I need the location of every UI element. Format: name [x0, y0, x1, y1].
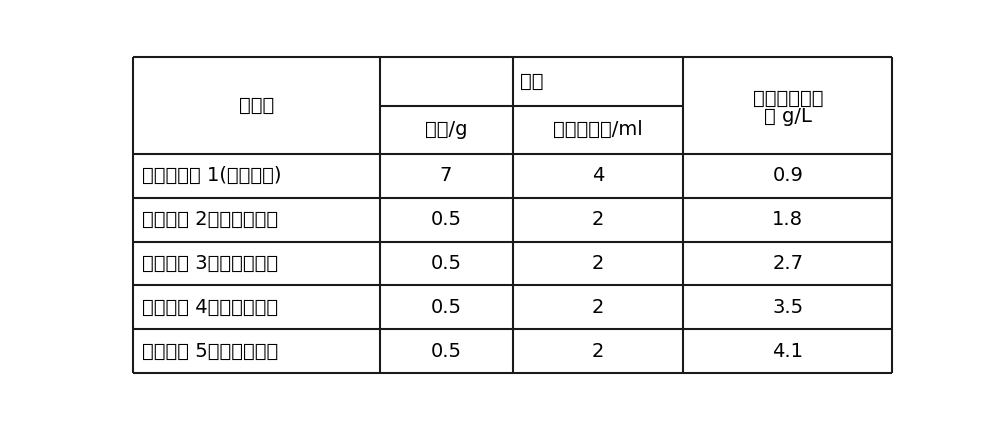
Text: 铁粉/g: 铁粉/g	[425, 120, 467, 139]
Text: 7: 7	[440, 166, 452, 185]
Text: 3.5: 3.5	[772, 298, 803, 317]
Text: 0.5: 0.5	[431, 254, 462, 273]
Text: 实施例: 实施例	[239, 96, 274, 115]
Text: 0.5: 0.5	[431, 210, 462, 229]
Text: 对比实施例 1(单次浸出): 对比实施例 1(单次浸出)	[142, 166, 282, 185]
Text: 原料: 原料	[520, 72, 543, 91]
Text: 浸出后镍的浓: 浸出后镍的浓	[753, 89, 823, 108]
Text: 2: 2	[592, 298, 604, 317]
Text: 4.1: 4.1	[772, 342, 803, 361]
Text: 2: 2	[592, 342, 604, 361]
Text: 0.9: 0.9	[772, 166, 803, 185]
Text: 1.8: 1.8	[772, 210, 803, 229]
Text: 2: 2	[592, 254, 604, 273]
Text: 2: 2	[592, 210, 604, 229]
Text: 对比实施 3（三次浸出）: 对比实施 3（三次浸出）	[142, 254, 278, 273]
Text: 对比实施 2（二次浸出）: 对比实施 2（二次浸出）	[142, 210, 278, 229]
Text: 浓硫酸用量/ml: 浓硫酸用量/ml	[553, 120, 643, 139]
Text: 对比实施 4（四次浸出）: 对比实施 4（四次浸出）	[142, 298, 278, 317]
Text: 对比实施 5（五次浸出）: 对比实施 5（五次浸出）	[142, 342, 278, 361]
Text: 度 g/L: 度 g/L	[764, 107, 812, 126]
Text: 2.7: 2.7	[772, 254, 803, 273]
Text: 4: 4	[592, 166, 604, 185]
Text: 0.5: 0.5	[431, 298, 462, 317]
Text: 0.5: 0.5	[431, 342, 462, 361]
